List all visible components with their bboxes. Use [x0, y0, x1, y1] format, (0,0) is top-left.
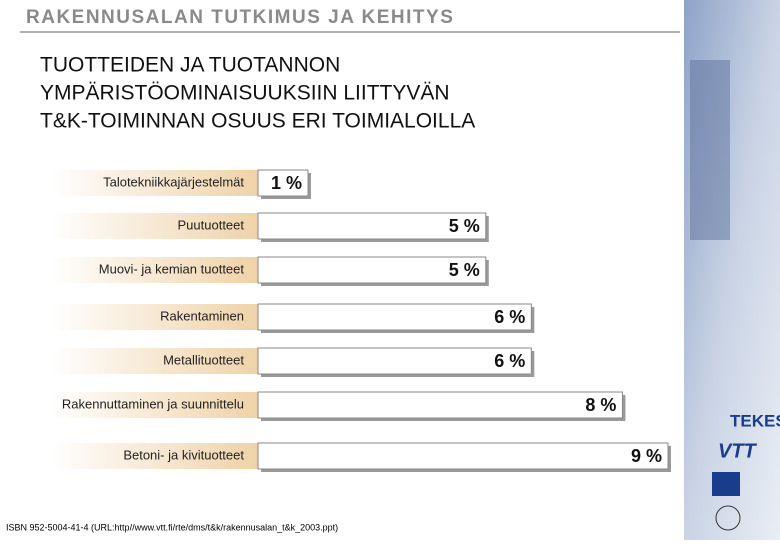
bar — [257, 303, 532, 331]
category-box — [50, 304, 258, 330]
category-box — [50, 348, 258, 374]
bar — [257, 169, 309, 197]
category-label: Puutuotteet — [178, 217, 245, 232]
bar — [257, 212, 487, 240]
logo-text: VTT — [718, 440, 758, 462]
title-line: TUOTTEIDEN JA TUOTANNON — [40, 54, 340, 77]
photo-building — [690, 60, 730, 240]
category-box — [50, 392, 258, 418]
title-line: T&K-TOIMINNAN OSUUS ERI TOIMIALOILLA — [40, 110, 475, 133]
logo-icon — [712, 472, 740, 496]
category-label: Rakentaminen — [160, 308, 244, 323]
category-box — [50, 170, 258, 196]
category-box — [50, 443, 258, 469]
value-label: 6 % — [494, 351, 525, 371]
value-label: 1 % — [271, 173, 302, 193]
value-label: 5 % — [449, 216, 480, 236]
title-line: YMPÄRISTÖOMINAISUUKSIIN LIITTYVÄN — [40, 82, 450, 105]
value-label: 8 % — [585, 395, 616, 415]
category-label: Rakennuttaminen ja suunnittelu — [62, 396, 244, 411]
category-label: Metallituotteet — [163, 352, 244, 367]
footer: ISBN 952-5004-41-4 (URL:http//www.vtt.fi… — [6, 522, 338, 532]
category-box — [50, 257, 258, 283]
category-label: Talotekniikkajärjestelmät — [103, 174, 244, 189]
category-box — [50, 213, 258, 239]
bar — [257, 256, 487, 284]
category-label: Betoni- ja kivituotteet — [123, 447, 244, 462]
value-label: 9 % — [631, 446, 662, 466]
header: RAKENNUSALAN TUTKIMUS JA KEHITYS — [26, 7, 454, 28]
category-label: Muovi- ja kemian tuotteet — [99, 261, 245, 276]
bar — [257, 442, 669, 470]
value-label: 6 % — [494, 307, 525, 327]
value-label: 5 % — [449, 260, 480, 280]
bar — [257, 391, 623, 419]
logo-icon — [715, 505, 741, 531]
logo-text: TEKES — [730, 411, 780, 430]
bar — [257, 347, 532, 375]
